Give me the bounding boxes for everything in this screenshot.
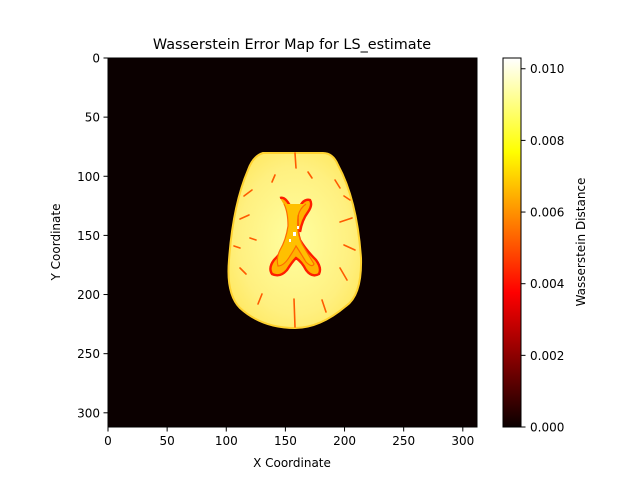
- colorbar: [502, 57, 522, 428]
- y-axis: 0 50 100 150 200 250 300: [77, 52, 108, 420]
- colorbar-tick-label: 0.002: [530, 349, 564, 363]
- y-tick-label: 0: [92, 52, 100, 66]
- sulci-streaks: [233, 152, 356, 328]
- y-tick-label: 250: [77, 347, 100, 361]
- x-axis: 0 50 100 150 200 250 300: [104, 427, 474, 448]
- chart-title: Wasserstein Error Map for LS_estimate: [153, 37, 431, 53]
- ventricle-center-specks: [289, 226, 299, 242]
- y-tick-label: 300: [77, 406, 100, 420]
- colorbar-ticks: 0.000 0.002 0.004 0.006 0.008 0.010: [521, 62, 564, 435]
- x-axis-label: X Coordinate: [253, 456, 331, 470]
- y-tick-label: 150: [77, 229, 100, 243]
- x-tick-label: 250: [392, 434, 415, 448]
- y-tick-label: 100: [77, 170, 100, 184]
- colorbar-tick-label: 0.008: [530, 134, 564, 148]
- colorbar-tick-label: 0.006: [530, 206, 564, 220]
- x-tick-label: 150: [274, 434, 297, 448]
- colorbar-tick-label: 0.000: [530, 421, 564, 435]
- x-tick-label: 50: [159, 434, 174, 448]
- x-tick-label: 100: [215, 434, 238, 448]
- x-tick-label: 300: [451, 434, 474, 448]
- colorbar-gradient: [502, 57, 522, 428]
- brain-error-region: [227, 152, 363, 330]
- heatmap-frame: [107, 57, 478, 428]
- y-tick-label: 200: [77, 288, 100, 302]
- y-axis-label: Y Coordinate: [49, 204, 63, 282]
- heatmap-plot-area: [107, 57, 478, 428]
- colorbar-tick-label: 0.004: [530, 277, 564, 291]
- colorbar-label: Wasserstein Distance: [574, 178, 588, 307]
- x-tick-label: 200: [333, 434, 356, 448]
- y-tick-label: 50: [85, 111, 100, 125]
- colorbar-tick-label: 0.010: [530, 62, 564, 76]
- x-tick-label: 0: [104, 434, 112, 448]
